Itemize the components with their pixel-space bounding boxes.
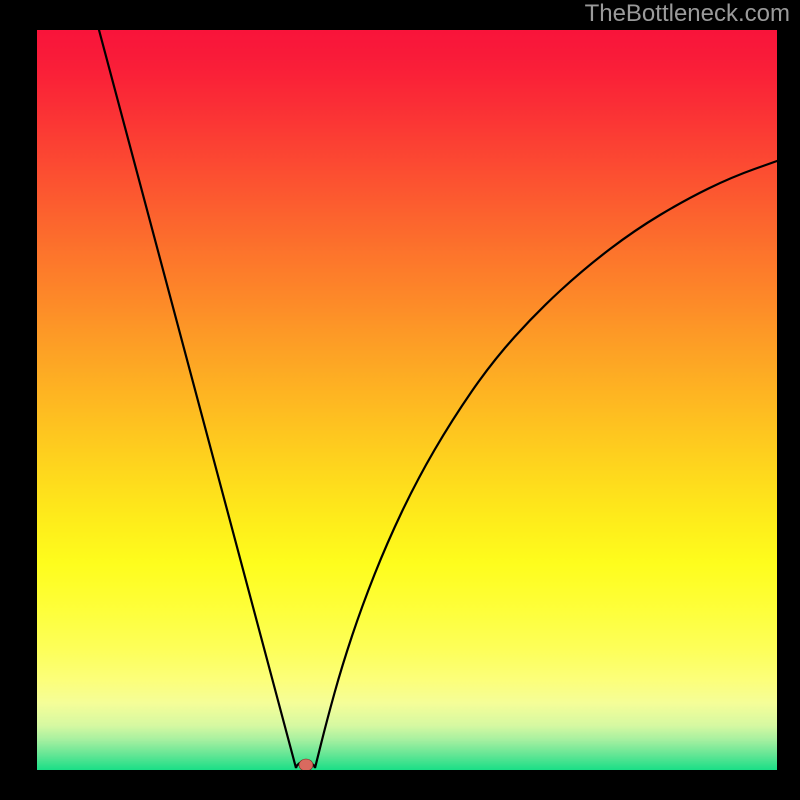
plot-area (37, 30, 777, 770)
watermark-text: TheBottleneck.com (585, 0, 790, 28)
bottleneck-curve (99, 30, 777, 768)
curve-overlay (37, 30, 777, 770)
figure-container: TheBottleneck.com (0, 0, 800, 800)
optimal-point-marker (299, 759, 313, 770)
